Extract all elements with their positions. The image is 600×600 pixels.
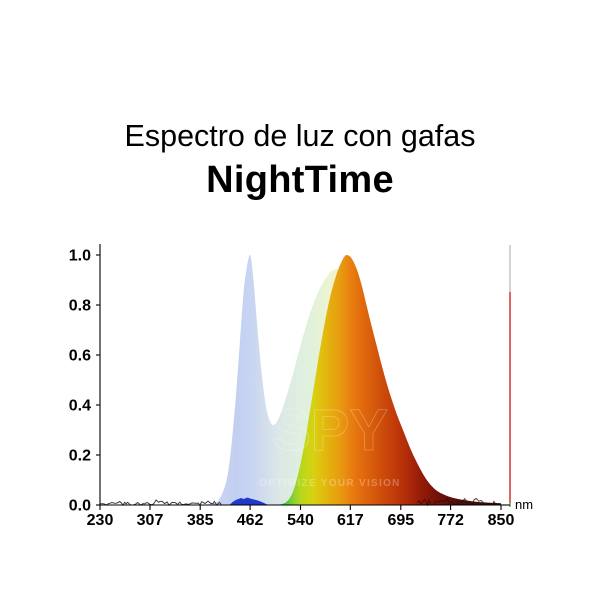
svg-text:462: 462 (237, 512, 264, 529)
svg-text:0.2: 0.2 (69, 448, 91, 465)
svg-text:nm: nm (515, 497, 533, 512)
svg-text:772: 772 (437, 512, 464, 529)
svg-text:307: 307 (137, 512, 164, 529)
svg-text:385: 385 (187, 512, 214, 529)
svg-text:540: 540 (287, 512, 314, 529)
svg-text:0.8: 0.8 (69, 298, 91, 315)
svg-text:1.0: 1.0 (69, 248, 91, 265)
svg-text:695: 695 (387, 512, 414, 529)
svg-text:230: 230 (87, 512, 114, 529)
svg-text:0.6: 0.6 (69, 348, 91, 365)
svg-text:617: 617 (337, 512, 364, 529)
svg-text:OPTIMIZE YOUR VISION: OPTIMIZE YOUR VISION (259, 478, 400, 489)
svg-text:SPY: SPY (272, 398, 388, 463)
svg-text:850: 850 (488, 512, 515, 529)
svg-text:0.4: 0.4 (69, 398, 91, 415)
